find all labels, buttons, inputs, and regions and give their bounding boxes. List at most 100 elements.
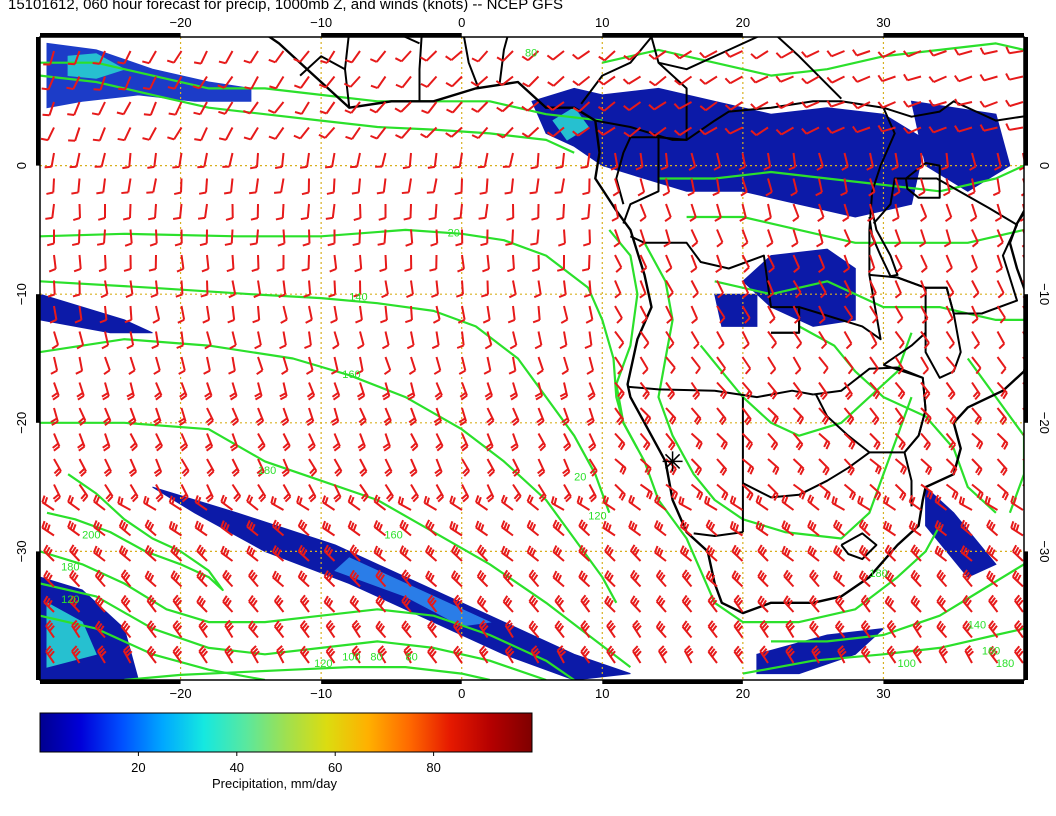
wind-barb-icon xyxy=(502,152,514,168)
frame-bar-bottom xyxy=(321,680,462,684)
wind-barb-icon xyxy=(409,458,418,477)
wind-barb-icon xyxy=(41,76,55,91)
wind-barb-icon xyxy=(204,331,212,350)
wind-barb-icon xyxy=(381,331,390,350)
wind-barb-icon xyxy=(996,407,1008,426)
wind-barb-icon xyxy=(979,47,998,56)
wind-barb-icon xyxy=(860,645,871,664)
wind-barb-icon xyxy=(67,101,81,116)
wind-barb-icon xyxy=(430,229,439,247)
wind-barb-icon xyxy=(882,495,897,511)
wind-barb-icon xyxy=(658,645,668,664)
contour-z-east-2 xyxy=(966,357,1024,514)
wind-barb-icon xyxy=(916,152,924,171)
wind-barb-icon xyxy=(681,569,693,588)
wind-barb-icon xyxy=(554,620,565,639)
wind-barb-icon xyxy=(979,100,998,108)
contour-z-ne-3 xyxy=(686,215,1024,244)
wind-barb-icon xyxy=(597,101,616,112)
lon-tick-label-bottom: −10 xyxy=(310,686,332,701)
wind-barb-icon xyxy=(281,356,289,375)
wind-barb-icon xyxy=(954,74,973,83)
wind-barb-icon xyxy=(689,203,697,222)
wind-barb-icon xyxy=(150,280,159,298)
wind-barb-icon xyxy=(733,620,744,639)
wind-barb-icon xyxy=(256,356,264,375)
wind-barb-icon xyxy=(869,331,878,350)
wind-barb-icon xyxy=(486,407,495,426)
wind-barb-icon xyxy=(547,75,565,87)
wind-barb-icon xyxy=(153,356,161,375)
wind-barb-icon xyxy=(116,101,132,116)
wind-barb-icon xyxy=(954,125,973,133)
wind-barb-icon xyxy=(766,229,774,248)
wind-barb-icon xyxy=(167,126,183,141)
wind-barb-icon xyxy=(321,520,336,537)
wind-barb-icon xyxy=(502,595,514,613)
wind-barb-icon xyxy=(791,229,799,248)
precip-area-south-indian xyxy=(756,627,885,675)
wind-barb-icon xyxy=(521,126,540,138)
wind-barb-icon xyxy=(979,73,998,82)
wind-barb-icon xyxy=(375,569,387,588)
wind-barb-icon xyxy=(250,645,260,664)
wind-barb-icon xyxy=(996,229,1004,248)
wind-barb-icon xyxy=(653,494,667,511)
geopotential-contours xyxy=(40,42,1024,680)
wind-barb-icon xyxy=(453,620,463,639)
wind-barb-icon xyxy=(276,254,285,272)
wind-barb-icon xyxy=(741,280,750,299)
wind-barb-icon xyxy=(816,229,824,248)
wind-barb-icon xyxy=(482,254,490,273)
contour-label: 160 xyxy=(342,369,360,381)
wind-barb-icon xyxy=(170,544,183,562)
wind-barb-icon xyxy=(648,126,667,137)
wind-barb-icon xyxy=(303,280,312,298)
wind-barb-icon xyxy=(50,407,59,426)
wind-barb-icon xyxy=(792,381,803,400)
wind-barb-icon xyxy=(531,254,540,272)
wind-barb-icon xyxy=(49,305,58,324)
wind-barb-icon xyxy=(483,356,492,375)
markers xyxy=(662,451,683,472)
wind-barb-icon xyxy=(427,594,438,613)
wind-barb-icon xyxy=(807,545,820,562)
wind-barb-icon xyxy=(43,570,55,588)
wind-barb-icon xyxy=(918,178,926,197)
wind-barb-icon xyxy=(254,331,262,350)
wind-barb-icon xyxy=(639,381,650,400)
wind-barb-icon xyxy=(129,433,138,452)
wind-barb-icon xyxy=(507,305,516,324)
wind-barb-icon xyxy=(533,280,542,299)
wind-barb-icon xyxy=(954,48,973,56)
wind-barb-icon xyxy=(962,594,973,613)
wind-barb-icon xyxy=(690,458,703,476)
wind-barb-icon xyxy=(705,545,718,562)
wind-barb-icon xyxy=(198,645,209,664)
wind-barb-icon xyxy=(986,545,999,562)
wind-barb-icon xyxy=(172,645,183,664)
wind-barb-icon xyxy=(101,331,110,350)
wind-barb-icon xyxy=(716,483,729,501)
wind-barb-icon xyxy=(45,645,55,664)
wind-barb-icon xyxy=(152,305,161,324)
wind-barb-icon xyxy=(306,382,316,401)
wind-barb-icon xyxy=(639,203,647,222)
wind-barb-icon xyxy=(41,495,55,511)
wind-barb-icon xyxy=(204,382,213,401)
wind-barb-icon xyxy=(504,178,514,195)
wind-barb-icon xyxy=(345,50,361,64)
wind-barb-icon xyxy=(971,407,982,425)
contour-z-coast-africa xyxy=(608,229,941,624)
wind-barb-icon xyxy=(611,203,620,222)
wind-barb-icon xyxy=(707,594,718,613)
wind-barb-icon xyxy=(635,152,644,171)
wind-barb-icon xyxy=(688,152,697,171)
wind-barb-icon xyxy=(77,433,86,452)
contour-z200-loop xyxy=(46,473,224,592)
contour-z-south-ocean-2 xyxy=(742,627,1024,675)
contour-z-ne-2 xyxy=(658,164,1024,193)
wind-barb-icon xyxy=(588,484,597,503)
wind-barb-icon xyxy=(628,520,642,537)
wind-barb-icon xyxy=(877,101,896,109)
